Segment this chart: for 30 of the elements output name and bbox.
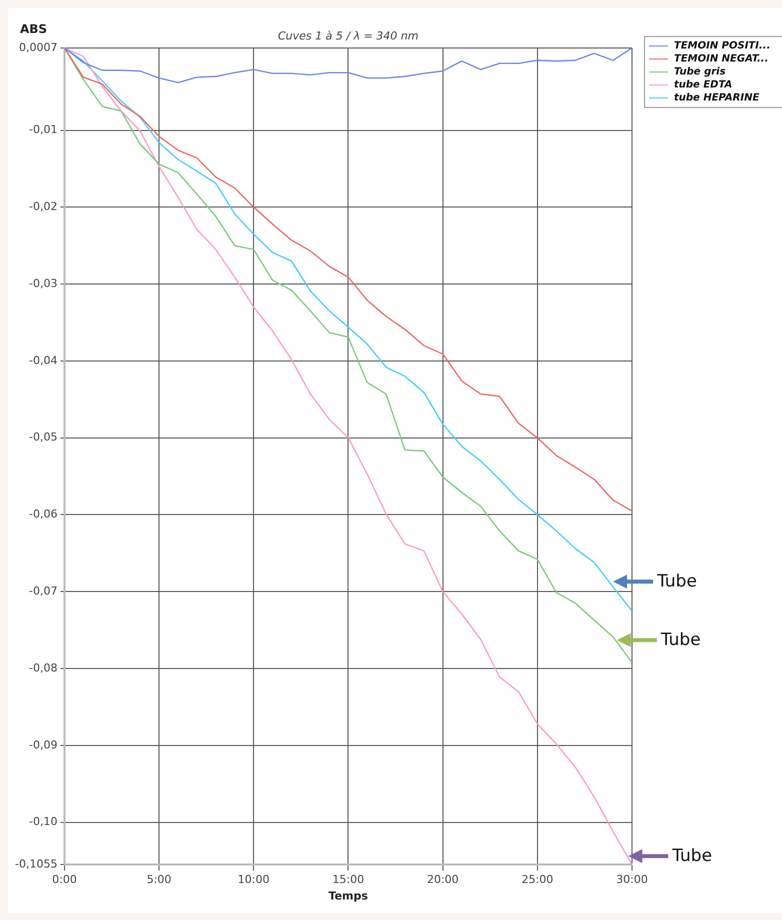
x-tick-label: 5:00 — [146, 873, 172, 886]
y-tick-label: 0,0007 — [18, 40, 58, 54]
x-tick-label: 25:00 — [522, 873, 554, 886]
y-tick-label: -0,07 — [28, 584, 58, 598]
legend-label: TEMOIN POSITI... — [674, 40, 770, 52]
legend-label: Tube gris — [674, 66, 726, 78]
y-tick-label: -0,05 — [28, 430, 58, 444]
legend-label: tube EDTA — [674, 80, 732, 91]
annotation: Tube — [656, 572, 697, 592]
y-tick-label: -0,08 — [28, 661, 58, 674]
legend-label: TEMOIN NEGAT... — [674, 54, 768, 65]
x-tick-label: 15:00 — [332, 873, 364, 886]
y-tick-label: -0,03 — [28, 276, 58, 290]
x-tick-label: 0:00 — [52, 873, 77, 886]
x-tick-label: 30:00 — [616, 873, 648, 886]
y-tick-label: -0,1055 — [14, 857, 58, 870]
y-axis-title: ABS — [20, 22, 48, 36]
y-tick-label: -0,06 — [28, 508, 58, 521]
annotation: Tube — [660, 630, 701, 650]
y-tick-label: -0,02 — [28, 200, 58, 214]
chart-title: Cuves 1 à 5 / λ = 340 nm — [278, 29, 418, 42]
legend-label: tube HEPARINE — [674, 92, 760, 104]
y-tick-label: -0,09 — [28, 738, 58, 752]
x-tick-label: 20:00 — [426, 873, 459, 886]
y-tick-label: -0,04 — [28, 354, 58, 367]
x-tick-label: 10:00 — [238, 873, 270, 886]
y-tick-label: -0,10 — [28, 815, 58, 828]
x-axis-title: Temps — [328, 889, 368, 902]
annotation: Tube — [671, 846, 712, 866]
y-tick-label: -0,01 — [28, 123, 58, 136]
